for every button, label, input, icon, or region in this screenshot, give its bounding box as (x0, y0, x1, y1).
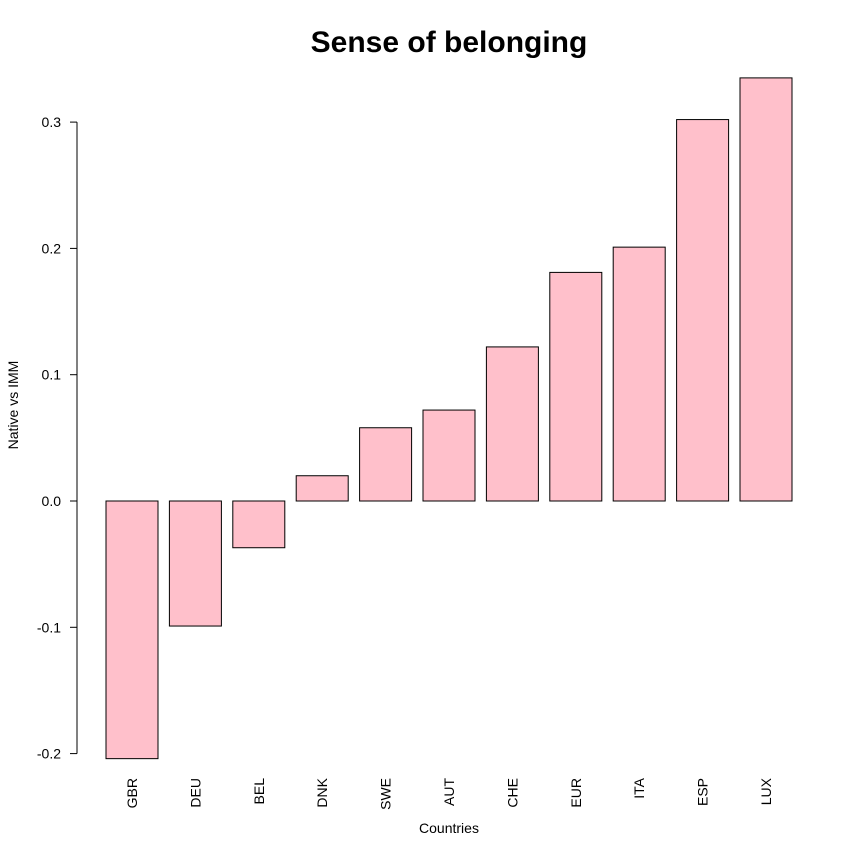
x-tick-label: DEU (187, 778, 203, 808)
bar-eur (549, 271, 603, 502)
y-tick-label: -0.2 (37, 746, 61, 762)
x-tick-label: BEL (251, 778, 267, 805)
bar-deu (168, 500, 222, 627)
bar-dnk (295, 475, 349, 502)
y-tick-label: 0.2 (42, 240, 62, 256)
y-axis: -0.2 -0.1 0.0 0.1 0.2 0.3 (37, 114, 78, 762)
bar-swe (359, 427, 413, 502)
bars-group (105, 77, 793, 760)
x-tick-label: ESP (695, 778, 711, 806)
y-tick-label: 0.0 (42, 493, 62, 509)
y-tick-label: -0.1 (37, 619, 61, 635)
bar-esp (676, 119, 730, 502)
x-tick-label: SWE (378, 778, 394, 810)
bar-che (485, 346, 539, 502)
bar-ita (612, 246, 666, 502)
x-tick-label: LUX (758, 777, 774, 805)
x-tick-label: CHE (504, 778, 520, 808)
x-tick-label: GBR (124, 778, 140, 808)
y-axis-label: Native vs IMM (5, 361, 21, 450)
x-tick-label: AUT (441, 778, 457, 806)
x-tick-label: ITA (631, 777, 647, 798)
x-tick-label: DNK (314, 777, 330, 807)
chart-title: Sense of belonging (311, 26, 588, 59)
y-tick-label: 0.1 (42, 367, 62, 383)
bar-bel (232, 500, 286, 549)
x-tick-label: EUR (568, 778, 584, 808)
bar-gbr (105, 500, 159, 760)
bar-aut (422, 409, 476, 502)
x-axis-label: Countries (419, 820, 479, 836)
x-tick-labels: GBR DEU BEL DNK SWE AUT CHE EUR ITA ESP LUX (124, 777, 774, 810)
bar-lux (739, 77, 793, 502)
y-tick-label: 0.3 (42, 114, 62, 130)
